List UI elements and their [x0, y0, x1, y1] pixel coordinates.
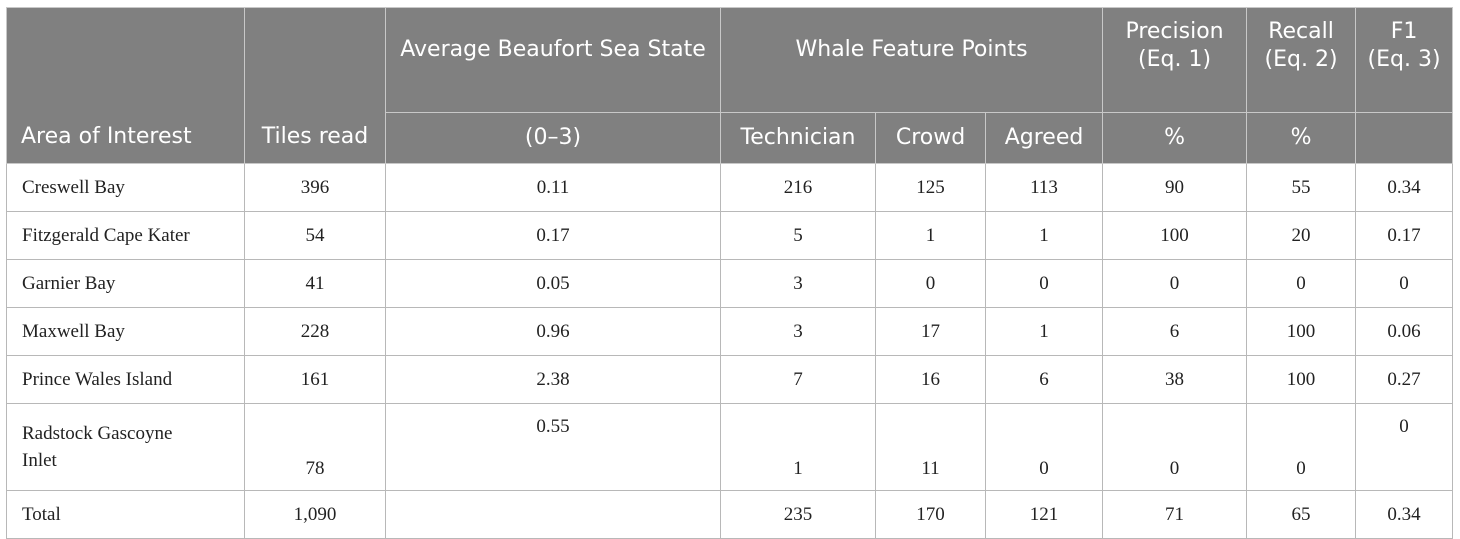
cell-area-line1: Radstock Gascoyne — [22, 423, 173, 444]
results-table: Area of Interest Tiles read Average Beau… — [6, 7, 1454, 539]
header-f1-unit — [1355, 112, 1454, 164]
cell-crowd: 17 — [875, 307, 986, 356]
cell-agreed: 113 — [984, 163, 1104, 212]
header-technician: Technician — [720, 112, 876, 164]
cell-crowd: 16 — [875, 355, 986, 404]
cell-technician: 235 — [720, 490, 876, 539]
cell-beaufort — [385, 490, 721, 539]
cell-technician: 5 — [720, 211, 876, 260]
cell-precision: 90 — [1102, 163, 1248, 212]
cell-f1: 0 — [1355, 403, 1454, 491]
cell-beaufort: 0.05 — [385, 259, 721, 308]
cell-precision: 0 — [1102, 259, 1248, 308]
cell-beaufort: 0.17 — [385, 211, 721, 260]
cell-technician: 1 — [720, 403, 876, 491]
cell-precision: 0 — [1102, 403, 1248, 491]
cell-precision: 6 — [1102, 307, 1248, 356]
cell-area: Radstock Gascoyne Inlet — [6, 403, 245, 491]
header-recall: Recall (Eq. 2) — [1246, 7, 1357, 113]
cell-agreed: 6 — [984, 355, 1104, 404]
cell-technician: 3 — [720, 307, 876, 356]
header-f1: F1 (Eq. 3) — [1355, 7, 1454, 113]
table-row: Creswell Bay 396 0.11 216 125 113 90 55 … — [6, 163, 1454, 212]
cell-agreed: 0 — [984, 403, 1104, 491]
cell-beaufort: 0.11 — [385, 163, 721, 212]
header-area-of-interest: Area of Interest — [6, 7, 245, 164]
cell-area: Creswell Bay — [6, 163, 245, 212]
cell-beaufort: 2.38 — [385, 355, 721, 404]
cell-agreed: 121 — [984, 490, 1104, 539]
header-precision-eq: (Eq. 1) — [1138, 47, 1212, 72]
cell-f1: 0.34 — [1355, 490, 1454, 539]
header-tiles-read: Tiles read — [244, 7, 386, 164]
cell-agreed: 0 — [984, 259, 1104, 308]
cell-area: Maxwell Bay — [6, 307, 245, 356]
table-row-total: Total 1,090 235 170 121 71 65 0.34 — [6, 490, 1454, 539]
cell-agreed: 1 — [984, 211, 1104, 260]
cell-tiles: 1,090 — [244, 490, 386, 539]
cell-precision: 100 — [1102, 211, 1248, 260]
header-recall-eq: (Eq. 2) — [1264, 47, 1338, 72]
header-beaufort-sea-state: Average Beaufort Sea State — [385, 7, 721, 113]
header-f1-label: F1 — [1390, 19, 1418, 44]
cell-area: Garnier Bay — [6, 259, 245, 308]
cell-recall: 0 — [1246, 403, 1357, 491]
header-precision: Precision (Eq. 1) — [1102, 7, 1248, 113]
cell-recall: 0 — [1246, 259, 1357, 308]
table-row: Maxwell Bay 228 0.96 3 17 1 6 100 0.06 — [6, 307, 1454, 356]
cell-recall: 65 — [1246, 490, 1357, 539]
cell-tiles: 54 — [244, 211, 386, 260]
cell-crowd: 1 — [875, 211, 986, 260]
table-row: Radstock Gascoyne Inlet 78 0.55 1 11 0 0… — [6, 403, 1454, 491]
header-crowd: Crowd — [875, 112, 986, 164]
cell-f1: 0.27 — [1355, 355, 1454, 404]
cell-recall: 20 — [1246, 211, 1357, 260]
cell-crowd: 0 — [875, 259, 986, 308]
cell-agreed: 1 — [984, 307, 1104, 356]
cell-recall: 55 — [1246, 163, 1357, 212]
header-recall-label: Recall — [1268, 19, 1334, 44]
table-row: Fitzgerald Cape Kater 54 0.17 5 1 1 100 … — [6, 211, 1454, 260]
cell-area-line2: Inlet — [22, 450, 57, 471]
header-f1-eq: (Eq. 3) — [1367, 47, 1441, 72]
cell-technician: 7 — [720, 355, 876, 404]
cell-tiles: 41 — [244, 259, 386, 308]
cell-recall: 100 — [1246, 307, 1357, 356]
cell-technician: 3 — [720, 259, 876, 308]
table-header: Area of Interest Tiles read Average Beau… — [6, 7, 1454, 164]
cell-tiles: 161 — [244, 355, 386, 404]
cell-area: Fitzgerald Cape Kater — [6, 211, 245, 260]
cell-f1: 0.17 — [1355, 211, 1454, 260]
header-beaufort-range: (0–3) — [385, 112, 721, 164]
cell-precision: 71 — [1102, 490, 1248, 539]
header-precision-label: Precision — [1125, 19, 1224, 44]
header-precision-unit: % — [1102, 112, 1248, 164]
cell-f1: 0.06 — [1355, 307, 1454, 356]
cell-technician: 216 — [720, 163, 876, 212]
cell-beaufort: 0.96 — [385, 307, 721, 356]
cell-recall: 100 — [1246, 355, 1357, 404]
cell-crowd: 125 — [875, 163, 986, 212]
cell-precision: 38 — [1102, 355, 1248, 404]
cell-tiles: 228 — [244, 307, 386, 356]
cell-area: Total — [6, 490, 245, 539]
cell-beaufort: 0.55 — [385, 403, 721, 491]
header-agreed: Agreed — [984, 112, 1104, 164]
table-row: Prince Wales Island 161 2.38 7 16 6 38 1… — [6, 355, 1454, 404]
table-row: Garnier Bay 41 0.05 3 0 0 0 0 0 — [6, 259, 1454, 308]
cell-crowd: 11 — [875, 403, 986, 491]
table-body: Creswell Bay 396 0.11 216 125 113 90 55 … — [6, 163, 1454, 539]
cell-tiles: 78 — [244, 403, 386, 491]
cell-area: Prince Wales Island — [6, 355, 245, 404]
cell-tiles: 396 — [244, 163, 386, 212]
header-recall-unit: % — [1246, 112, 1357, 164]
header-whale-feature-points: Whale Feature Points — [719, 7, 1104, 113]
cell-crowd: 170 — [875, 490, 986, 539]
cell-f1: 0.34 — [1355, 163, 1454, 212]
cell-f1: 0 — [1355, 259, 1454, 308]
